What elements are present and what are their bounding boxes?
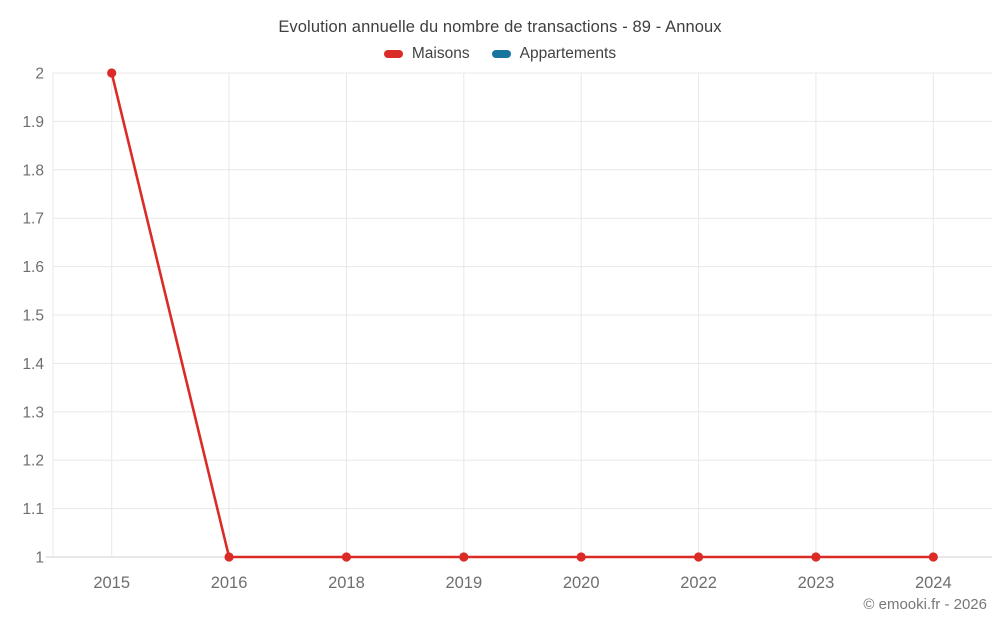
series-maisons xyxy=(107,68,938,562)
y-tick-label: 1.8 xyxy=(22,162,44,179)
x-tick-label: 2019 xyxy=(445,574,482,592)
legend-swatch-icon xyxy=(491,50,511,58)
legend-label: Maisons xyxy=(411,45,470,62)
series-line xyxy=(110,71,935,559)
x-tick-label: 2020 xyxy=(563,574,600,592)
chart-legend: Maisons Appartements xyxy=(0,45,1000,63)
legend-label: Appartements xyxy=(519,45,617,62)
chart-title: Evolution annuelle du nombre de transact… xyxy=(278,18,722,36)
x-axis-labels: 2015 2016 2018 2019 2020 2022 2023 2024 xyxy=(93,574,951,592)
data-point[interactable] xyxy=(341,552,352,562)
copyright-footer: © emooki.fr - 2026 xyxy=(863,596,987,613)
x-tick-label: 2018 xyxy=(328,574,365,592)
x-tick-label: 2022 xyxy=(680,574,717,592)
y-tick-label: 1.2 xyxy=(22,453,44,470)
x-tick-label: 2016 xyxy=(211,574,248,592)
y-tick-label: 1.1 xyxy=(22,501,44,518)
data-point[interactable] xyxy=(224,552,234,562)
y-tick-label: 1.4 xyxy=(22,356,44,373)
y-tick-label: 1.9 xyxy=(22,114,44,131)
gridlines xyxy=(46,72,992,558)
y-tick-label: 1.6 xyxy=(22,259,44,276)
y-tick-label: 1 xyxy=(35,550,44,567)
data-point[interactable] xyxy=(811,552,821,562)
legend-swatch-icon xyxy=(383,50,403,58)
y-tick-label: 1.7 xyxy=(22,211,44,228)
x-tick-label: 2023 xyxy=(798,574,835,592)
x-tick-label: 2024 xyxy=(915,574,952,592)
legend-item-maisons[interactable]: Maisons xyxy=(383,45,470,63)
data-point[interactable] xyxy=(459,552,469,562)
legend-item-appartements[interactable]: Appartements xyxy=(491,45,617,63)
y-tick-label: 2 xyxy=(35,66,44,83)
data-point[interactable] xyxy=(693,552,704,562)
y-tick-label: 1.5 xyxy=(22,308,44,325)
x-tick-label: 2015 xyxy=(93,574,130,592)
y-axis-labels: 2 1.9 1.8 1.7 1.6 1.5 1.4 1.3 1.2 1.1 1 xyxy=(22,66,44,567)
y-tick-label: 1.3 xyxy=(22,404,44,421)
data-point[interactable] xyxy=(576,552,586,562)
data-point[interactable] xyxy=(107,68,117,78)
data-point[interactable] xyxy=(928,552,938,562)
